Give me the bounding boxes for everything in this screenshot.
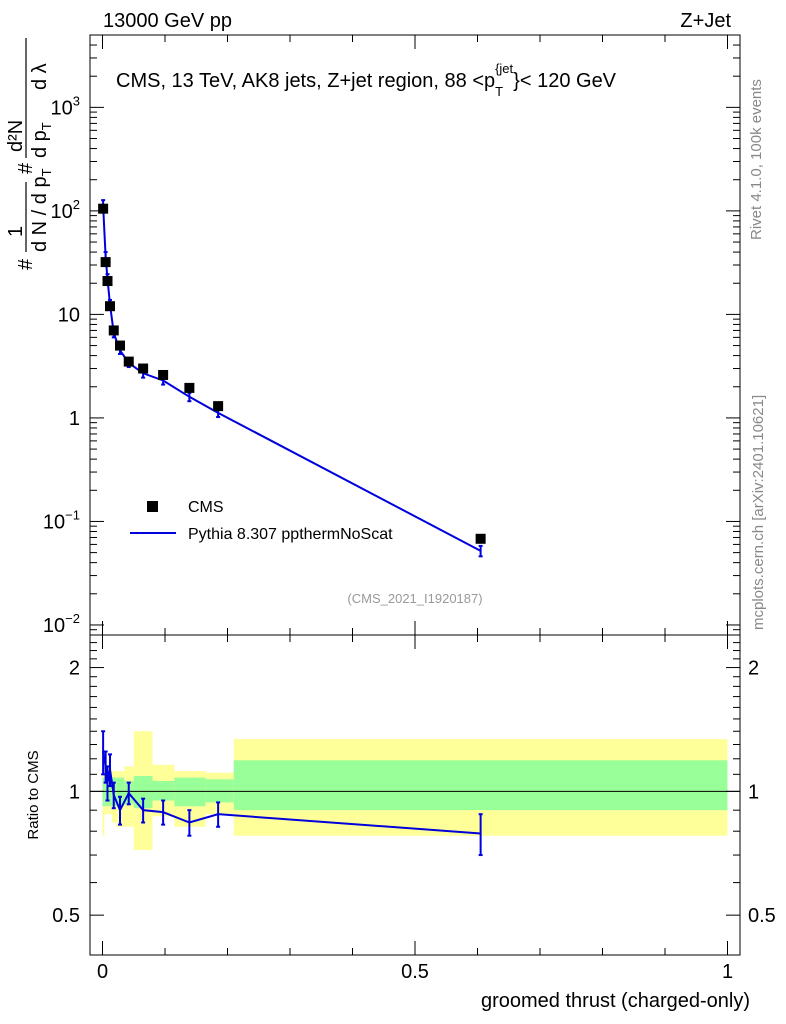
cms-data-point (115, 340, 125, 351)
plot-title-sub: T (495, 84, 503, 99)
plot-title: CMS, 13 TeV, AK8 jets, Z+jet region, 88 … (116, 61, 617, 99)
cms-data-point (105, 301, 115, 312)
cms-data-point (100, 257, 111, 268)
y-tick-label: 102 (51, 197, 80, 223)
ratio-data-layer (90, 730, 740, 857)
plot-title-tail: < 120 GeV (520, 70, 617, 92)
uncertainty-band-inner (152, 780, 175, 801)
cms-data-point (98, 203, 109, 214)
cms-data-point (138, 363, 149, 374)
rivet-version-label: Rivet 4.1.0, 100k events (748, 79, 765, 240)
energy-label: 13000 GeV pp (103, 10, 232, 32)
ratio-axes: 0 0.5 1 0.5 0.5 1 1 2 2 (52, 634, 776, 983)
uncertainty-band-inner (205, 779, 234, 803)
ylabel-hash-1: # (15, 258, 37, 270)
y-tick-label: 10−2 (43, 611, 80, 637)
legend: CMS Pythia 8.307 ppthermNoScat (130, 499, 393, 543)
ylabel-dpt: d pT (29, 122, 54, 158)
main-data-layer (98, 199, 486, 558)
main-panel: 10−2 10−1 1 10 102 103 CMS, 13 TeV, AK8 jets,… (5, 34, 741, 637)
ylabel-dlambda: d λ (29, 63, 51, 90)
ratio-y-tick-label-right: 0.5 (748, 905, 776, 927)
ratio-panel: 0 0.5 1 0.5 0.5 1 1 2 2 Ratio to CMS groomed thr… (25, 634, 776, 1012)
cms-data-point (184, 382, 195, 393)
uncertainty-band-inner (116, 777, 125, 807)
main-axes: 10−2 10−1 1 10 102 103 (43, 34, 740, 637)
process-label: Z+Jet (680, 10, 731, 32)
legend-label-pythia: Pythia 8.307 ppthermNoScat (188, 526, 393, 543)
uncertainty-band-inner (104, 777, 107, 807)
main-y-axis-label: # 1 d N / d pT # d²N d pT d λ (5, 38, 54, 270)
uncertainty-band-inner (102, 777, 105, 807)
legend-label-cms: CMS (188, 499, 224, 516)
cms-data-point (158, 369, 169, 380)
x-tick-label: 1 (722, 961, 733, 983)
ratio-y-tick-label-right: 1 (748, 781, 759, 803)
ylabel-frac-den: d N / d pT (29, 168, 54, 252)
analysis-tag: (CMS_2021_I1920187) (347, 591, 482, 606)
x-tick-label: 0 (97, 961, 108, 983)
plot-title-close: } (513, 70, 520, 92)
cms-data-point (108, 325, 119, 336)
cms-data-point (123, 356, 134, 367)
y-tick-label: 103 (51, 93, 80, 119)
ratio-y-tick-label-right: 2 (748, 658, 759, 680)
uncertainty-band-inner (174, 777, 206, 807)
uncertainty-band-inner (233, 760, 728, 811)
uncertainty-band-inner (108, 777, 112, 807)
y-tick-label: 10−1 (43, 507, 80, 533)
ratio-y-axis-label: Ratio to CMS (25, 750, 42, 839)
cms-data-point (475, 533, 486, 544)
x-axis-label: groomed thrust (charged-only) (481, 990, 750, 1012)
mcplots-label: mcplots.cern.ch [arXiv:2401.10621] (750, 395, 767, 630)
main-frame (89, 34, 741, 636)
plot-title-sup: {jet (495, 61, 513, 76)
ratio-y-tick-label: 2 (69, 658, 80, 680)
plot-title-main: CMS, 13 TeV, AK8 jets, Z+jet region, 88 … (116, 70, 495, 92)
ratio-y-tick-label: 0.5 (52, 905, 80, 927)
y-tick-label: 10 (58, 304, 80, 326)
ylabel-hash-2: # (15, 162, 37, 174)
ratio-y-tick-label: 1 (69, 781, 80, 803)
legend-marker-cms (147, 501, 158, 512)
ylabel-frac-num: 1 (5, 226, 27, 237)
y-tick-label: 1 (69, 408, 80, 430)
x-tick-label: 0.5 (401, 961, 429, 983)
cms-data-point (102, 276, 113, 287)
ylabel-d2n: d²N (5, 120, 27, 152)
cms-data-point (213, 401, 224, 412)
uncertainty-band-inner (133, 775, 153, 809)
